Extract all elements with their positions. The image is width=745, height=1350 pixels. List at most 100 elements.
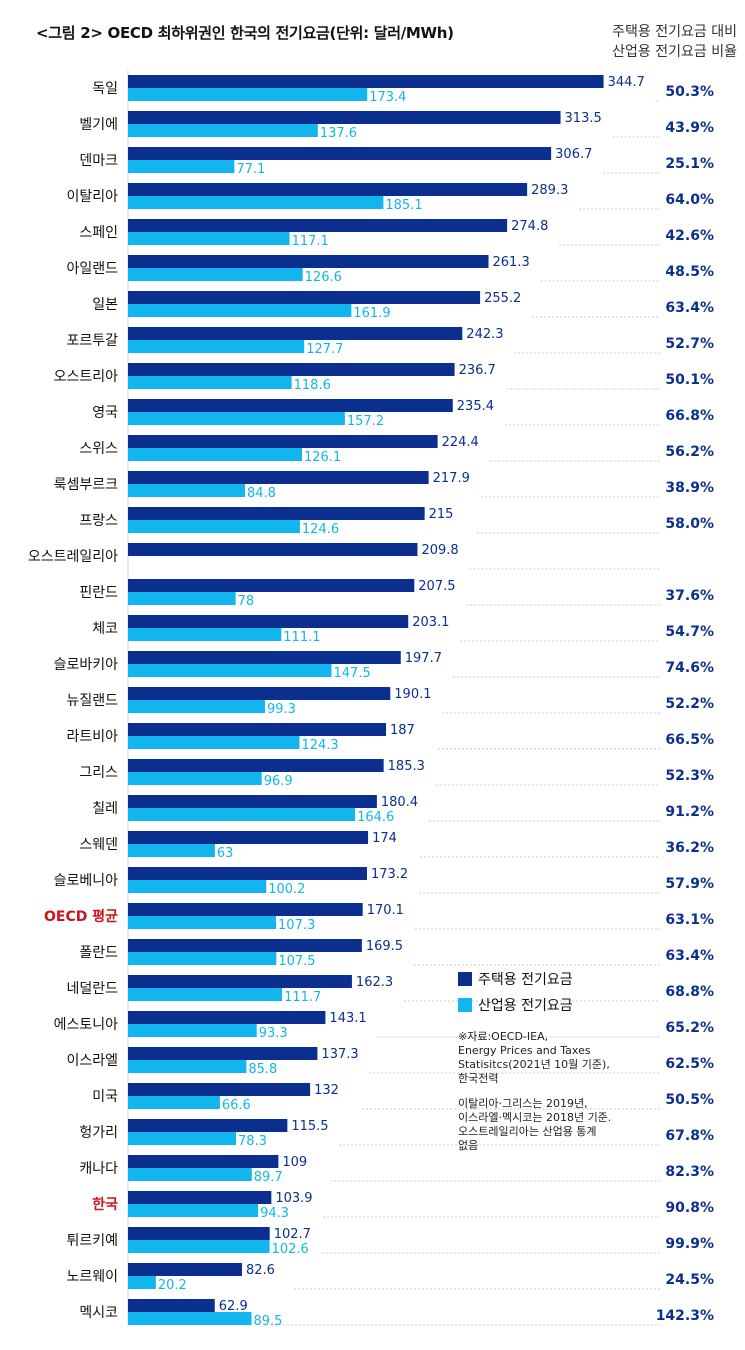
- value-label-industrial: 89.7: [254, 1170, 283, 1185]
- value-label-industrial: 20.2: [158, 1278, 187, 1293]
- bar-residential: [128, 219, 508, 232]
- bar-industrial: [128, 196, 384, 209]
- value-label-industrial: 161.9: [353, 306, 390, 321]
- ratio-value: 99.9%: [665, 1236, 714, 1252]
- bar-industrial: [128, 304, 352, 317]
- value-label-residential: 224.4: [442, 435, 479, 450]
- ratio-value: 50.3%: [665, 84, 714, 100]
- value-label-residential: 115.5: [291, 1119, 328, 1134]
- value-label-residential: 203.1: [412, 615, 449, 630]
- value-label-industrial: 124.3: [301, 738, 338, 753]
- bar-industrial: [128, 736, 300, 749]
- ratio-value: 48.5%: [665, 264, 714, 280]
- bar-industrial: [128, 988, 283, 1001]
- bar-residential: [128, 75, 604, 88]
- bar-residential: [128, 183, 528, 196]
- value-label-industrial: 93.3: [259, 1026, 288, 1041]
- legend-label-industrial: 산업용 전기요금: [478, 998, 573, 1014]
- ratio-value: 63.4%: [665, 300, 714, 316]
- ratio-value: 90.8%: [665, 1200, 714, 1216]
- value-label-residential: 236.7: [459, 363, 496, 378]
- value-label-industrial: 147.5: [334, 666, 371, 681]
- value-label-industrial: 157.2: [347, 414, 384, 429]
- value-label-residential: 162.3: [356, 975, 393, 990]
- value-label-residential: 215: [429, 507, 454, 522]
- bar-industrial: [128, 340, 305, 353]
- bar-residential: [128, 651, 401, 664]
- value-label-residential: 170.1: [367, 903, 404, 918]
- bar-residential: [128, 471, 429, 484]
- value-label-industrial: 96.9: [264, 774, 293, 789]
- legend-swatch-industrial: [458, 998, 472, 1012]
- value-label-residential: 235.4: [457, 399, 494, 414]
- value-label-industrial: 78.3: [238, 1134, 267, 1149]
- legend: 주택용 전기요금 산업용 전기요금: [458, 966, 573, 1018]
- value-label-industrial: 111.7: [284, 990, 321, 1005]
- legend-item-residential: 주택용 전기요금: [458, 966, 573, 992]
- value-label-residential: 313.5: [565, 111, 602, 126]
- category-label: 라트비아: [66, 729, 118, 745]
- bar-industrial: [128, 520, 300, 533]
- ratio-value: 52.2%: [665, 696, 714, 712]
- value-label-residential: 261.3: [493, 255, 530, 270]
- bar-industrial: [128, 448, 302, 461]
- ratio-value: 56.2%: [665, 444, 714, 460]
- bar-residential: [128, 1047, 318, 1060]
- ratio-value: 82.3%: [665, 1164, 714, 1180]
- category-label: 이스라엘: [66, 1053, 118, 1069]
- ratio-value: 63.1%: [665, 912, 714, 928]
- ratio-value: 67.8%: [665, 1128, 714, 1144]
- bar-residential: [128, 1227, 270, 1240]
- bar-industrial: [128, 268, 303, 281]
- category-label: 헝가리: [79, 1125, 118, 1141]
- bar-residential: [128, 1263, 242, 1276]
- bar-industrial: [128, 1240, 270, 1253]
- ratio-value: 62.5%: [665, 1056, 714, 1072]
- bar-industrial: [128, 1312, 252, 1325]
- category-label: 아일랜드: [66, 261, 118, 277]
- value-label-residential: 187: [390, 723, 415, 738]
- value-label-industrial: 99.3: [267, 702, 296, 717]
- ratio-value: 68.8%: [665, 984, 714, 1000]
- bar-residential: [128, 327, 463, 340]
- value-label-industrial: 126.1: [304, 450, 341, 465]
- value-label-residential: 242.3: [466, 327, 503, 342]
- value-label-residential: 109: [282, 1155, 307, 1170]
- value-label-industrial: 107.3: [278, 918, 315, 933]
- ratio-value: 66.8%: [665, 408, 714, 424]
- value-label-residential: 174: [372, 831, 397, 846]
- ratio-value: 37.6%: [665, 588, 714, 604]
- category-label: 스웨덴: [79, 837, 118, 853]
- bar-industrial: [128, 1060, 247, 1073]
- value-label-industrial: 107.5: [278, 954, 315, 969]
- ratio-value: 25.1%: [665, 156, 714, 172]
- category-label: 스페인: [79, 225, 118, 241]
- value-label-residential: 217.9: [433, 471, 470, 486]
- category-label: 슬로베니아: [54, 873, 119, 889]
- value-label-residential: 185.3: [388, 759, 425, 774]
- bar-residential: [128, 831, 369, 844]
- ratio-value: 43.9%: [665, 120, 714, 136]
- ratio-value: 142.3%: [656, 1308, 714, 1324]
- data-year-note: 이탈리아·그리스는 2019년, 이스라엘·멕시코는 2018년 기준. 오스트…: [458, 1097, 612, 1152]
- ratio-value: 64.0%: [665, 192, 714, 208]
- bar-residential: [128, 147, 552, 160]
- category-label: 노르웨이: [66, 1269, 118, 1285]
- value-label-residential: 173.2: [371, 867, 408, 882]
- category-label: 칠레: [92, 801, 118, 817]
- category-label: 영국: [92, 405, 118, 421]
- value-label-industrial: 77.1: [236, 162, 265, 177]
- bar-industrial: [128, 124, 318, 137]
- value-label-residential: 344.7: [608, 75, 645, 90]
- bar-residential: [128, 1191, 272, 1204]
- value-label-industrial: 118.6: [294, 378, 331, 393]
- value-label-residential: 62.9: [219, 1299, 248, 1314]
- category-label: 일본: [92, 297, 118, 313]
- bar-residential: [128, 399, 453, 412]
- ratio-value: 74.6%: [665, 660, 714, 676]
- ratio-value: 58.0%: [665, 516, 714, 532]
- bar-residential: [128, 1119, 288, 1132]
- bar-residential: [128, 255, 489, 268]
- ratio-header-line-2: 산업용 전기요금 비율: [612, 44, 737, 60]
- ratio-value: 50.5%: [665, 1092, 714, 1108]
